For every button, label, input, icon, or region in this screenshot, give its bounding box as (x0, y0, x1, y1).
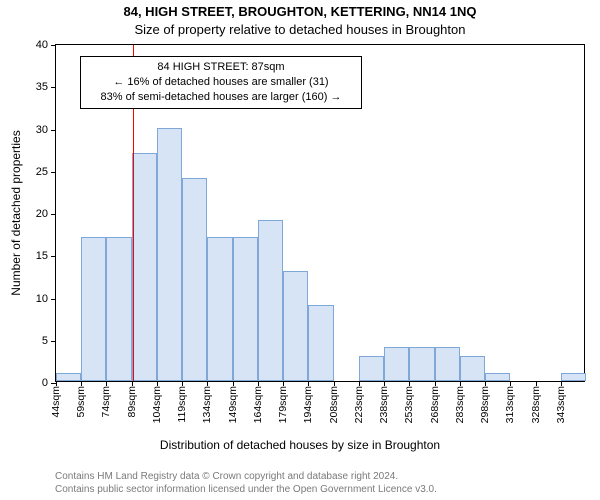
annotation-box: 84 HIGH STREET: 87sqm ← 16% of detached … (80, 56, 362, 109)
x-tick-label: 313sqm (504, 386, 516, 423)
histogram-bar (182, 178, 207, 381)
x-tick-label: 238sqm (378, 386, 390, 423)
x-tick-label: 283sqm (454, 386, 466, 423)
chart-title: 84, HIGH STREET, BROUGHTON, KETTERING, N… (0, 4, 600, 19)
y-tick-label: 15 (36, 250, 48, 262)
annotation-line-2: ← 16% of detached houses are smaller (31… (87, 75, 355, 90)
footer-line-1: Contains HM Land Registry data © Crown c… (55, 471, 437, 484)
x-tick-label: 194sqm (302, 386, 314, 423)
y-tick-label: 25 (36, 166, 48, 178)
annotation-line-1: 84 HIGH STREET: 87sqm (87, 60, 355, 75)
histogram-bar (485, 373, 510, 381)
histogram-bar (132, 153, 157, 381)
y-tick (51, 341, 56, 342)
x-axis-label: Distribution of detached houses by size … (0, 438, 600, 452)
x-tick-label: 328sqm (530, 386, 542, 423)
histogram-bar (233, 237, 258, 381)
x-tick-label: 104sqm (151, 386, 163, 423)
y-tick-label: 20 (36, 208, 48, 220)
x-tick-label: 223sqm (353, 386, 365, 423)
annotation-line-3: 83% of semi-detached houses are larger (… (87, 90, 355, 105)
histogram-bar (435, 347, 460, 381)
x-tick-label: 298sqm (479, 386, 491, 423)
y-tick (51, 172, 56, 173)
footer-line-2: Contains public sector information licen… (55, 484, 437, 497)
y-tick (51, 299, 56, 300)
y-tick-label: 10 (36, 293, 48, 305)
chart-subtitle: Size of property relative to detached ho… (0, 22, 600, 37)
histogram-bar (561, 373, 586, 381)
histogram-bar (308, 305, 333, 381)
y-tick-label: 40 (36, 39, 48, 51)
x-tick-label: 119sqm (176, 386, 188, 423)
y-tick (51, 45, 56, 46)
x-tick-label: 89sqm (126, 386, 138, 418)
footer-attribution: Contains HM Land Registry data © Crown c… (55, 471, 437, 496)
histogram-bar (106, 237, 131, 381)
histogram-bar (207, 237, 232, 381)
y-tick (51, 214, 56, 215)
histogram-bar (283, 271, 308, 381)
x-tick-label: 134sqm (201, 386, 213, 423)
x-tick-label: 164sqm (252, 386, 264, 423)
x-tick-label: 59sqm (75, 386, 87, 418)
histogram-bar (409, 347, 434, 381)
y-tick-label: 5 (42, 335, 48, 347)
histogram-bar (81, 237, 106, 381)
histogram-bar (157, 128, 182, 382)
x-tick-label: 149sqm (227, 386, 239, 423)
y-tick-label: 30 (36, 124, 48, 136)
y-tick (51, 87, 56, 88)
x-tick-label: 268sqm (429, 386, 441, 423)
x-tick-label: 44sqm (50, 386, 62, 418)
x-tick-label: 74sqm (100, 386, 112, 418)
x-tick-label: 208sqm (328, 386, 340, 423)
y-tick-label: 35 (36, 81, 48, 93)
property-size-chart: 84, HIGH STREET, BROUGHTON, KETTERING, N… (0, 0, 600, 500)
histogram-bar (460, 356, 485, 381)
histogram-bar (359, 356, 384, 381)
y-tick (51, 256, 56, 257)
y-tick-label: 0 (42, 377, 48, 389)
histogram-bar (56, 373, 81, 381)
y-axis-label: Number of detached properties (9, 130, 23, 295)
x-tick-label: 179sqm (277, 386, 289, 423)
y-tick (51, 130, 56, 131)
histogram-bar (384, 347, 409, 381)
x-tick-label: 343sqm (555, 386, 567, 423)
x-tick-label: 253sqm (403, 386, 415, 423)
histogram-bar (258, 220, 283, 381)
